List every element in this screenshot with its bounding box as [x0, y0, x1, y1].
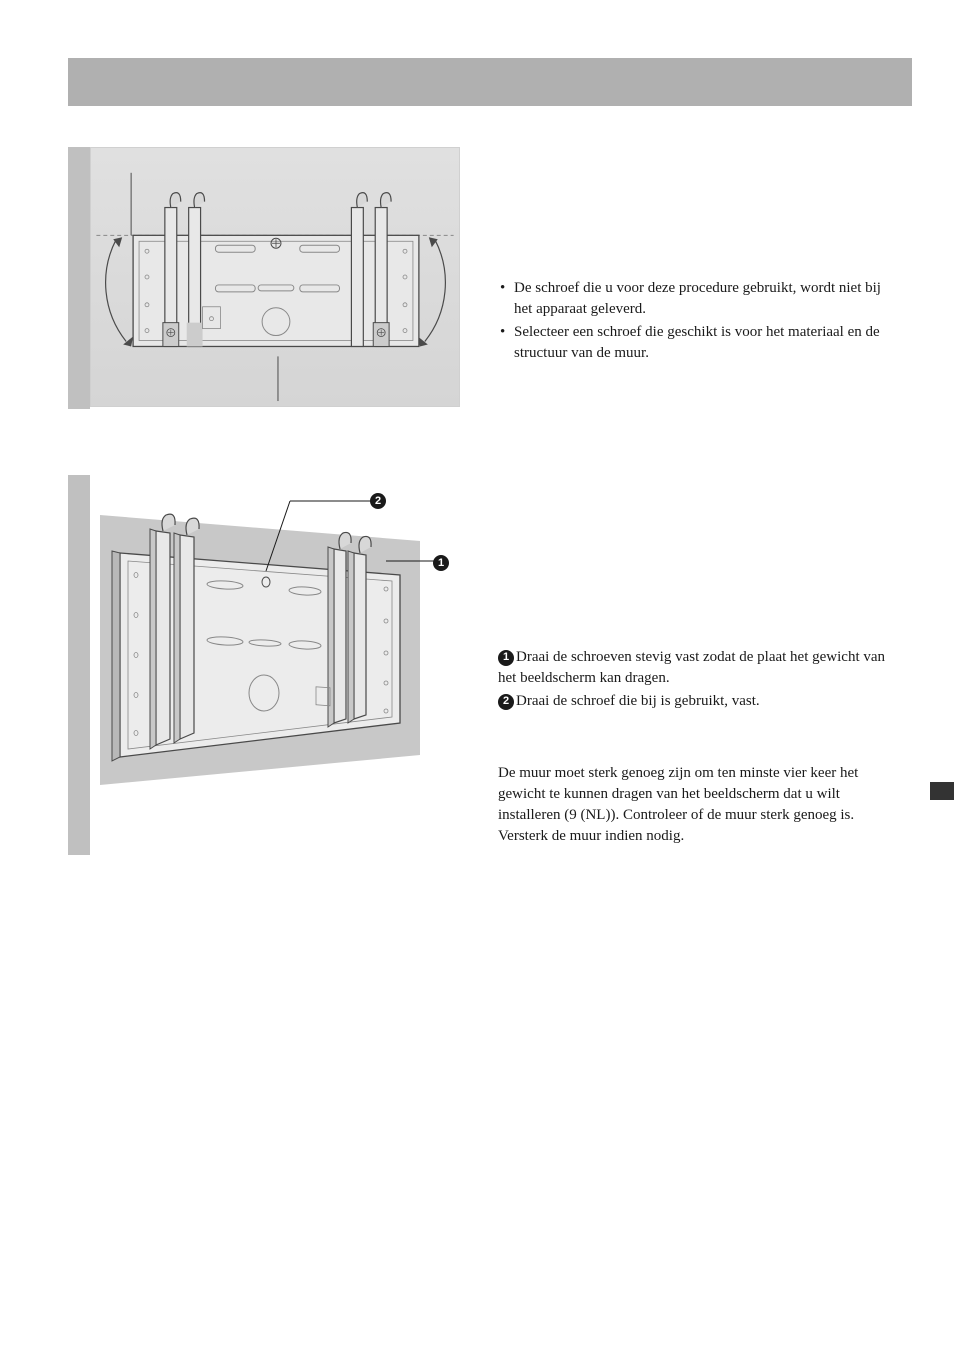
numbered-text-pre: Draai de schroef die bij [516, 693, 661, 709]
bullet-item: De schroef die u voor deze procedure geb… [498, 278, 898, 320]
circle-number-icon: 2 [498, 694, 514, 710]
header-bar [68, 58, 912, 106]
mount-front-svg [91, 148, 459, 406]
mount-perspective-svg [90, 475, 450, 805]
side-tab [930, 782, 954, 800]
numbered-item: 2Draai de schroef die bij is gebruikt, v… [498, 691, 898, 712]
numbered-text: Draai de schroeven stevig vast zodat de … [498, 649, 885, 686]
left-accent-bar-2 [68, 475, 90, 855]
circle-number-icon: 1 [498, 650, 514, 666]
paragraph-block: De muur moet sterk genoeg zijn om ten mi… [498, 763, 903, 847]
callout-badge-1: 1 [433, 554, 451, 572]
circle-number-icon: 2 [370, 493, 386, 509]
numbered-list: 1Draai de schroeven stevig vast zodat de… [498, 647, 898, 714]
bullet-item: Selecteer een schroef die geschikt is vo… [498, 322, 898, 364]
bullet-list: De schroef die u voor deze procedure geb… [498, 278, 898, 366]
numbered-item: 1Draai de schroeven stevig vast zodat de… [498, 647, 898, 689]
paragraph-text: De muur moet sterk genoeg zijn om ten mi… [498, 763, 903, 847]
left-accent-bar-1 [68, 147, 90, 409]
numbered-text-post: is gebruikt, vast. [661, 693, 760, 709]
figure-2-mount-perspective [90, 475, 450, 805]
callout-badge-2: 2 [370, 492, 388, 510]
circle-number-icon: 1 [433, 555, 449, 571]
figure-1-mount-front [90, 147, 460, 407]
